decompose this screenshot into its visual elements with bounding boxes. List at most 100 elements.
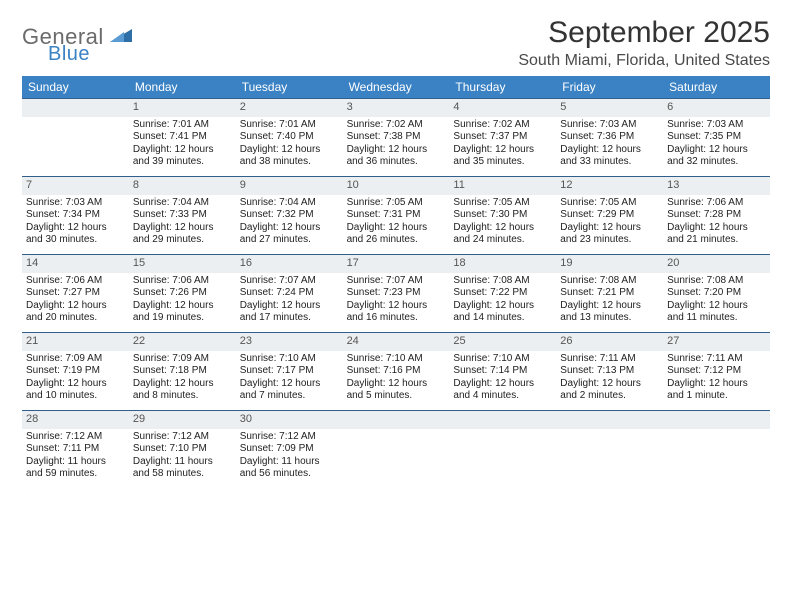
daylight-text: and 5 minutes. [347,390,446,403]
daylight-text: Daylight: 12 hours [560,378,659,391]
daylight-text: and 23 minutes. [560,234,659,247]
calendar-cell: 27 Sunrise: 7:11 AMSunset: 7:12 PMDayligh… [663,332,770,410]
sunrise-text: Sunrise: 7:05 AM [560,197,659,210]
daylight-text: Daylight: 12 hours [667,378,766,391]
day-number: 12 [556,177,663,195]
daylight-text: and 11 minutes. [667,312,766,325]
calendar-cell: 29Sunrise: 7:12 AMSunset: 7:10 PMDayligh… [129,410,236,488]
day-number: 13 [663,177,770,195]
sunrise-text: Sunrise: 7:09 AM [133,353,232,366]
daylight-text: and 16 minutes. [347,312,446,325]
calendar-cell: 4Sunrise: 7:02 AMSunset: 7:37 PMDaylight… [449,98,556,176]
daylight-text: and 30 minutes. [26,234,125,247]
calendar-cell: 17Sunrise: 7:07 AMSunset: 7:23 PMDayligh… [343,254,450,332]
day-number: 2 [236,99,343,117]
day-header: Tuesday [236,76,343,98]
calendar-cell: 22 Sunrise: 7:09 AMSunset: 7:18 PMDayligh… [129,332,236,410]
day-header: Saturday [663,76,770,98]
day-number: 18 [449,255,556,273]
day-header: Wednesday [343,76,450,98]
daylight-text: and 35 minutes. [453,156,552,169]
daylight-text: and 1 minute. [667,390,766,403]
daylight-text: Daylight: 12 hours [560,144,659,157]
sunrise-text: Sunrise: 7:10 AM [240,353,339,366]
daylight-text: and 36 minutes. [347,156,446,169]
daylight-text: and 17 minutes. [240,312,339,325]
sunrise-text: Sunrise: 7:03 AM [26,197,125,210]
sunset-text: Sunset: 7:09 PM [240,443,339,456]
day-number-blank [556,411,663,429]
day-number: 27 [663,333,770,351]
location-text: South Miami, Florida, United States [518,52,770,70]
sunrise-text: Sunrise: 7:04 AM [133,197,232,210]
calendar-cell: 1Sunrise: 7:01 AMSunset: 7:41 PMDaylight… [129,98,236,176]
sunset-text: Sunset: 7:34 PM [26,209,125,222]
calendar-cell: 16Sunrise: 7:07 AMSunset: 7:24 PMDayligh… [236,254,343,332]
daylight-text: Daylight: 12 hours [453,378,552,391]
day-number: 3 [343,99,450,117]
daylight-text: Daylight: 12 hours [133,222,232,235]
daylight-text: Daylight: 12 hours [347,378,446,391]
day-number: 8 [129,177,236,195]
daylight-text: Daylight: 12 hours [133,300,232,313]
sunset-text: Sunset: 7:27 PM [26,287,125,300]
daylight-text: and 58 minutes. [133,468,232,481]
sunrise-text: Sunrise: 7:06 AM [26,275,125,288]
daylight-text: and 27 minutes. [240,234,339,247]
calendar-cell: 8Sunrise: 7:04 AMSunset: 7:33 PMDaylight… [129,176,236,254]
sunset-text: Sunset: 7:31 PM [347,209,446,222]
daylight-text: Daylight: 12 hours [453,300,552,313]
daylight-text: Daylight: 12 hours [347,300,446,313]
sunset-text: Sunset: 7:20 PM [667,287,766,300]
day-number: 15 [129,255,236,273]
calendar-cell: 21Sunrise: 7:09 AMSunset: 7:19 PMDayligh… [22,332,129,410]
brand-logo: General Blue [22,16,132,64]
day-number: 14 [22,255,129,273]
sunrise-text: Sunrise: 7:11 AM [667,353,766,366]
calendar-cell: 26Sunrise: 7:11 AMSunset: 7:13 PMDayligh… [556,332,663,410]
day-header: Monday [129,76,236,98]
day-number: 9 [236,177,343,195]
day-number: 17 [343,255,450,273]
calendar-cell-blank [22,98,129,176]
daylight-text: Daylight: 12 hours [26,378,125,391]
sunset-text: Sunset: 7:28 PM [667,209,766,222]
day-number: 22 [129,333,236,351]
calendar-cell-blank [449,410,556,488]
daylight-text: and 26 minutes. [347,234,446,247]
sunset-text: Sunset: 7:36 PM [560,131,659,144]
sunset-text: Sunset: 7:10 PM [133,443,232,456]
daylight-text: Daylight: 12 hours [667,222,766,235]
daylight-text: and 39 minutes. [133,156,232,169]
calendar-cell: 25Sunrise: 7:10 AMSunset: 7:14 PMDayligh… [449,332,556,410]
sunrise-text: Sunrise: 7:02 AM [453,119,552,132]
day-header: Friday [556,76,663,98]
sunset-text: Sunset: 7:38 PM [347,131,446,144]
daylight-text: Daylight: 12 hours [133,378,232,391]
calendar-cell: 2Sunrise: 7:01 AMSunset: 7:40 PMDaylight… [236,98,343,176]
sunrise-text: Sunrise: 7:09 AM [26,353,125,366]
sunrise-text: Sunrise: 7:07 AM [347,275,446,288]
day-header: Sunday [22,76,129,98]
sunrise-text: Sunrise: 7:01 AM [240,119,339,132]
sunset-text: Sunset: 7:24 PM [240,287,339,300]
daylight-text: Daylight: 12 hours [453,222,552,235]
calendar-cell: 23Sunrise: 7:10 AMSunset: 7:17 PMDayligh… [236,332,343,410]
sunrise-text: Sunrise: 7:08 AM [667,275,766,288]
daylight-text: and 8 minutes. [133,390,232,403]
daylight-text: and 21 minutes. [667,234,766,247]
calendar-cell: 24Sunrise: 7:10 AMSunset: 7:16 PMDayligh… [343,332,450,410]
calendar-cell: 30Sunrise: 7:12 AMSunset: 7:09 PMDayligh… [236,410,343,488]
calendar-cell: 3Sunrise: 7:02 AMSunset: 7:38 PMDaylight… [343,98,450,176]
sunset-text: Sunset: 7:13 PM [560,365,659,378]
day-number: 16 [236,255,343,273]
day-number: 7 [22,177,129,195]
day-number: 11 [449,177,556,195]
sunset-text: Sunset: 7:12 PM [667,365,766,378]
sunrise-text: Sunrise: 7:02 AM [347,119,446,132]
calendar-cell: 20Sunrise: 7:08 AMSunset: 7:20 PMDayligh… [663,254,770,332]
sunset-text: Sunset: 7:30 PM [453,209,552,222]
day-number: 20 [663,255,770,273]
sunset-text: Sunset: 7:18 PM [133,365,232,378]
calendar-cell-blank [663,410,770,488]
